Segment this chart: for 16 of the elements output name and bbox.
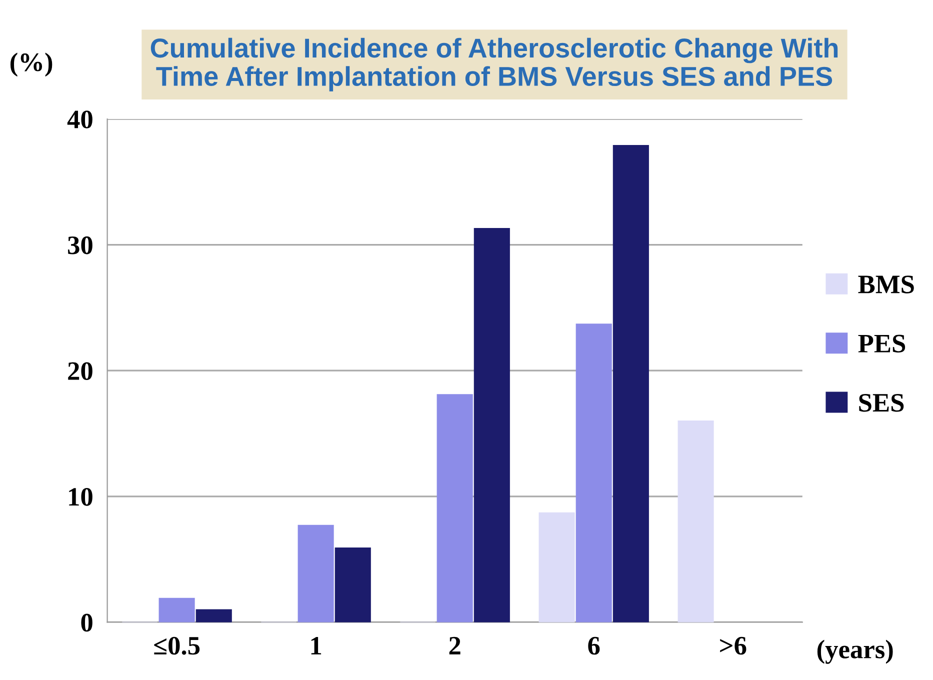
legend-label: SES bbox=[859, 394, 904, 412]
x-tick-label: >6 bbox=[720, 636, 746, 655]
chart-title: Cumulative Incidence of Atherosclerotic Change With Time After Implantation of BMS Versus SES and PES bbox=[150, 38, 838, 92]
legend-label: PES bbox=[858, 334, 906, 353]
y-tick-label: 0 bbox=[81, 614, 92, 632]
legend-label: BMS bbox=[858, 276, 914, 294]
y-axis-title: (%) bbox=[10, 52, 52, 77]
y-tick-label: 10 bbox=[69, 488, 92, 506]
x-tick-label: 2 bbox=[449, 636, 460, 654]
x-axis-title: (years) bbox=[817, 640, 893, 664]
x-tick-label: 1 bbox=[311, 636, 322, 654]
x-tick-label: 6 bbox=[588, 636, 600, 655]
y-tick-label: 40 bbox=[67, 110, 92, 128]
x-tick-label: ≤0.5 bbox=[154, 636, 200, 655]
y-tick-label: 20 bbox=[68, 362, 92, 380]
y-tick-label: 30 bbox=[68, 236, 92, 254]
